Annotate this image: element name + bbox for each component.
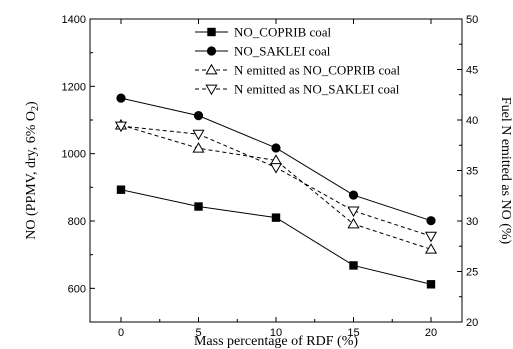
data-point bbox=[114, 121, 128, 133]
legend-entry: N emitted as NO_SAKLEI coal bbox=[195, 82, 400, 97]
legend-marker bbox=[207, 27, 216, 37]
data-point bbox=[347, 206, 360, 218]
data-point bbox=[424, 243, 438, 254]
data-point bbox=[192, 142, 205, 153]
data-point bbox=[348, 190, 359, 200]
legend: NO_COPRIB coal NO_SAKLEI coal N emitted as… bbox=[195, 25, 400, 97]
y-right-tick-label: 40 bbox=[466, 115, 478, 127]
y-right-tick-label: 35 bbox=[466, 166, 478, 178]
y-left-tick-label: 1000 bbox=[62, 149, 86, 161]
data-point bbox=[424, 231, 438, 243]
series-1 bbox=[116, 93, 436, 226]
x-tick-label: 0 bbox=[118, 327, 124, 339]
y-right-tick-label: 50 bbox=[466, 14, 478, 26]
legend-label: NO_SAKLEI coal bbox=[234, 44, 331, 59]
y-right-tick-label: 25 bbox=[466, 267, 478, 279]
legend-entry: N emitted as NO_COPRIB coal bbox=[195, 63, 400, 78]
y-left-axis-title: NO (PPMV, dry, 6% O2) bbox=[24, 101, 41, 240]
data-point bbox=[269, 163, 283, 174]
y-right-tick-label: 30 bbox=[466, 216, 478, 228]
series-3 bbox=[114, 121, 438, 243]
legend-label: NO_COPRIB coal bbox=[234, 25, 332, 40]
data-point bbox=[347, 217, 360, 229]
y-left-tick-label: 1200 bbox=[62, 81, 86, 93]
x-tick-label: 10 bbox=[270, 327, 282, 339]
data-point bbox=[426, 280, 436, 289]
y-right-tick-label: 20 bbox=[466, 317, 478, 329]
legend-entry: NO_COPRIB coal bbox=[195, 25, 332, 40]
legend-label: N emitted as NO_COPRIB coal bbox=[234, 63, 400, 78]
data-point bbox=[192, 129, 205, 141]
data-point bbox=[116, 185, 126, 194]
legend-marker bbox=[205, 63, 218, 75]
series-line bbox=[120, 189, 432, 285]
data-point bbox=[349, 261, 358, 270]
axis-labels: Mass percentage of RDF (%) NO (PPMV, dry,… bbox=[24, 97, 513, 349]
legend-entry: NO_SAKLEI coal bbox=[195, 44, 331, 59]
legend-marker bbox=[206, 46, 217, 56]
series-2 bbox=[114, 118, 438, 254]
data-point bbox=[193, 111, 204, 121]
marks bbox=[114, 93, 438, 289]
x-tick-label: 5 bbox=[195, 327, 201, 339]
x-axis-title: Mass percentage of RDF (%) bbox=[194, 334, 358, 349]
y-left-tick-label: 800 bbox=[68, 216, 86, 228]
data-point bbox=[271, 213, 281, 222]
legend-marker bbox=[205, 84, 218, 96]
x-tick-label: 15 bbox=[347, 327, 359, 339]
y-right-tick-label: 45 bbox=[466, 65, 478, 77]
data-point bbox=[116, 93, 126, 103]
data-point bbox=[426, 216, 436, 226]
legend-label: N emitted as NO_SAKLEI coal bbox=[234, 82, 400, 97]
data-point bbox=[194, 202, 203, 211]
y-right-axis-title: Fuel N emitted as NO (%) bbox=[498, 97, 513, 245]
axes: 0 5 10 15 20 600 800 1000 1200 1400 20 25 30 35 40 45 50 bbox=[62, 14, 479, 339]
y-left-tick-label: 600 bbox=[68, 283, 86, 295]
y-left-tick-label: 1400 bbox=[62, 14, 86, 26]
series-0 bbox=[116, 185, 436, 289]
data-point bbox=[271, 143, 281, 153]
x-tick-label: 20 bbox=[425, 327, 437, 339]
